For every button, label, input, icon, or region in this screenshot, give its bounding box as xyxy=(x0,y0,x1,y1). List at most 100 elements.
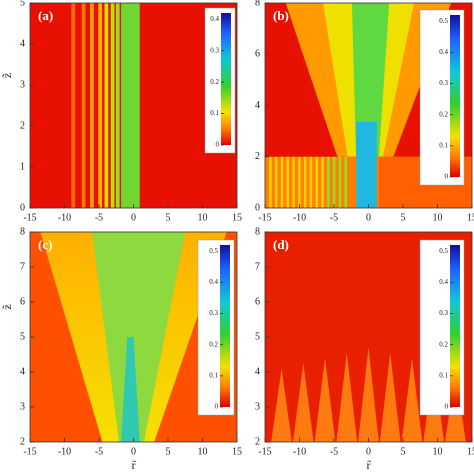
x-tick-label: 0 xyxy=(131,212,136,223)
x-tick-label: 10 xyxy=(198,212,208,223)
ray xyxy=(314,358,336,442)
y-tick-label: 6 xyxy=(20,296,25,307)
y-tick-label: 1 xyxy=(20,161,25,172)
x-tick-label: -10 xyxy=(58,212,71,223)
stripe xyxy=(280,156,284,208)
y-axis-label: z̃ xyxy=(0,304,14,309)
colorbar-tick-label: 0.5 xyxy=(209,247,218,255)
colorbar-tick-label: 0.2 xyxy=(439,110,448,118)
stripe xyxy=(327,156,330,208)
stripe xyxy=(81,3,86,208)
stripe xyxy=(344,156,347,208)
stripe xyxy=(303,156,307,208)
x-tick-label: 15 xyxy=(232,446,242,457)
x-tick-label: -10 xyxy=(293,446,306,457)
stripe xyxy=(71,3,76,208)
colorbar-tick-label: 0 xyxy=(445,403,449,411)
y-tick-label: 4 xyxy=(20,366,25,377)
x-tick-label: 10 xyxy=(433,446,443,457)
y-tick-label: 4 xyxy=(255,100,260,111)
stripe xyxy=(98,3,103,208)
stripe xyxy=(115,3,120,208)
stripe xyxy=(309,156,313,208)
stripe xyxy=(298,156,301,208)
ray xyxy=(358,347,379,442)
colorbar-tick-label: 0.1 xyxy=(439,141,448,149)
y-tick-label: 4 xyxy=(255,366,260,377)
cone xyxy=(121,337,140,442)
x-tick-label: -5 xyxy=(95,446,103,457)
stripe xyxy=(321,156,324,208)
y-tick-label: 8 xyxy=(255,0,260,8)
y-tick-label: 5 xyxy=(20,0,25,8)
colorbar-tick-label: 0.2 xyxy=(209,340,218,348)
colorbar-tick-label: 0.5 xyxy=(439,247,448,255)
colorbar-tick-label: 0.4 xyxy=(439,278,448,286)
stripe xyxy=(286,156,290,208)
x-tick-label: -15 xyxy=(258,446,271,457)
y-tick-label: 3 xyxy=(20,79,25,90)
stripe xyxy=(110,3,115,208)
x-tick-label: 10 xyxy=(433,212,443,223)
colorbar-tick-label: 0.4 xyxy=(439,48,448,56)
cone xyxy=(351,3,390,157)
stripe xyxy=(338,156,342,208)
x-tick-label: 5 xyxy=(401,212,406,223)
ray xyxy=(336,352,358,442)
ray xyxy=(401,358,423,442)
panel-label: (d) xyxy=(273,237,289,252)
y-tick-label: 3 xyxy=(255,401,260,412)
y-tick-label: 2 xyxy=(255,436,260,447)
stripe xyxy=(292,156,295,208)
y-tick-label: 5 xyxy=(20,331,25,342)
colorbar xyxy=(450,245,460,407)
x-axis-label: r̃ xyxy=(132,458,137,472)
colorbar-tick-label: 0.3 xyxy=(439,309,448,317)
x-tick-label: 15 xyxy=(467,446,474,457)
colorbar xyxy=(220,245,230,407)
stripe xyxy=(121,3,140,208)
x-tick-label: 10 xyxy=(198,446,208,457)
x-tick-label: -5 xyxy=(330,446,338,457)
y-tick-label: 0 xyxy=(255,202,260,213)
stripe xyxy=(274,156,278,208)
colorbar-tick-label: 0.1 xyxy=(210,109,219,117)
y-tick-label: 8 xyxy=(20,226,25,237)
x-tick-label: -5 xyxy=(95,212,103,223)
colorbar-tick-label: 0 xyxy=(445,173,449,181)
x-tick-label: 5 xyxy=(401,446,406,457)
x-tick-label: -15 xyxy=(23,446,36,457)
y-tick-label: 4 xyxy=(20,38,25,49)
ray xyxy=(271,368,292,442)
colorbar-tick-label: 0 xyxy=(216,141,220,149)
x-tick-label: -10 xyxy=(293,212,306,223)
x-tick-label: -5 xyxy=(330,212,338,223)
stripe xyxy=(315,156,318,208)
colorbar-tick-label: 0.2 xyxy=(439,340,448,348)
panel-label: (b) xyxy=(273,8,289,23)
x-tick-label: -15 xyxy=(258,212,271,223)
x-tick-label: 0 xyxy=(366,212,371,223)
x-tick-label: 15 xyxy=(467,212,474,223)
colorbar-tick-label: 0.3 xyxy=(209,309,218,317)
x-tick-label: 15 xyxy=(232,212,242,223)
stripe xyxy=(269,156,272,208)
colorbar-tick-label: 0 xyxy=(215,403,219,411)
y-axis-label: z̃ xyxy=(0,73,14,78)
x-tick-label: 0 xyxy=(131,446,136,457)
y-tick-label: 2 xyxy=(20,436,25,447)
stripe xyxy=(104,3,109,208)
x-tick-label: -10 xyxy=(58,446,71,457)
panel-label: (a) xyxy=(38,8,53,23)
colorbar-tick-label: 0.3 xyxy=(439,79,448,87)
colorbar-tick-label: 0.1 xyxy=(439,371,448,379)
y-tick-label: 6 xyxy=(255,296,260,307)
ray xyxy=(379,352,401,442)
y-tick-label: 7 xyxy=(255,261,260,272)
panel-label: (c) xyxy=(38,237,52,252)
heatmap xyxy=(30,3,237,208)
colorbar-tick-label: 0.1 xyxy=(209,371,218,379)
stripe xyxy=(90,3,94,208)
y-tick-label: 6 xyxy=(255,49,260,60)
